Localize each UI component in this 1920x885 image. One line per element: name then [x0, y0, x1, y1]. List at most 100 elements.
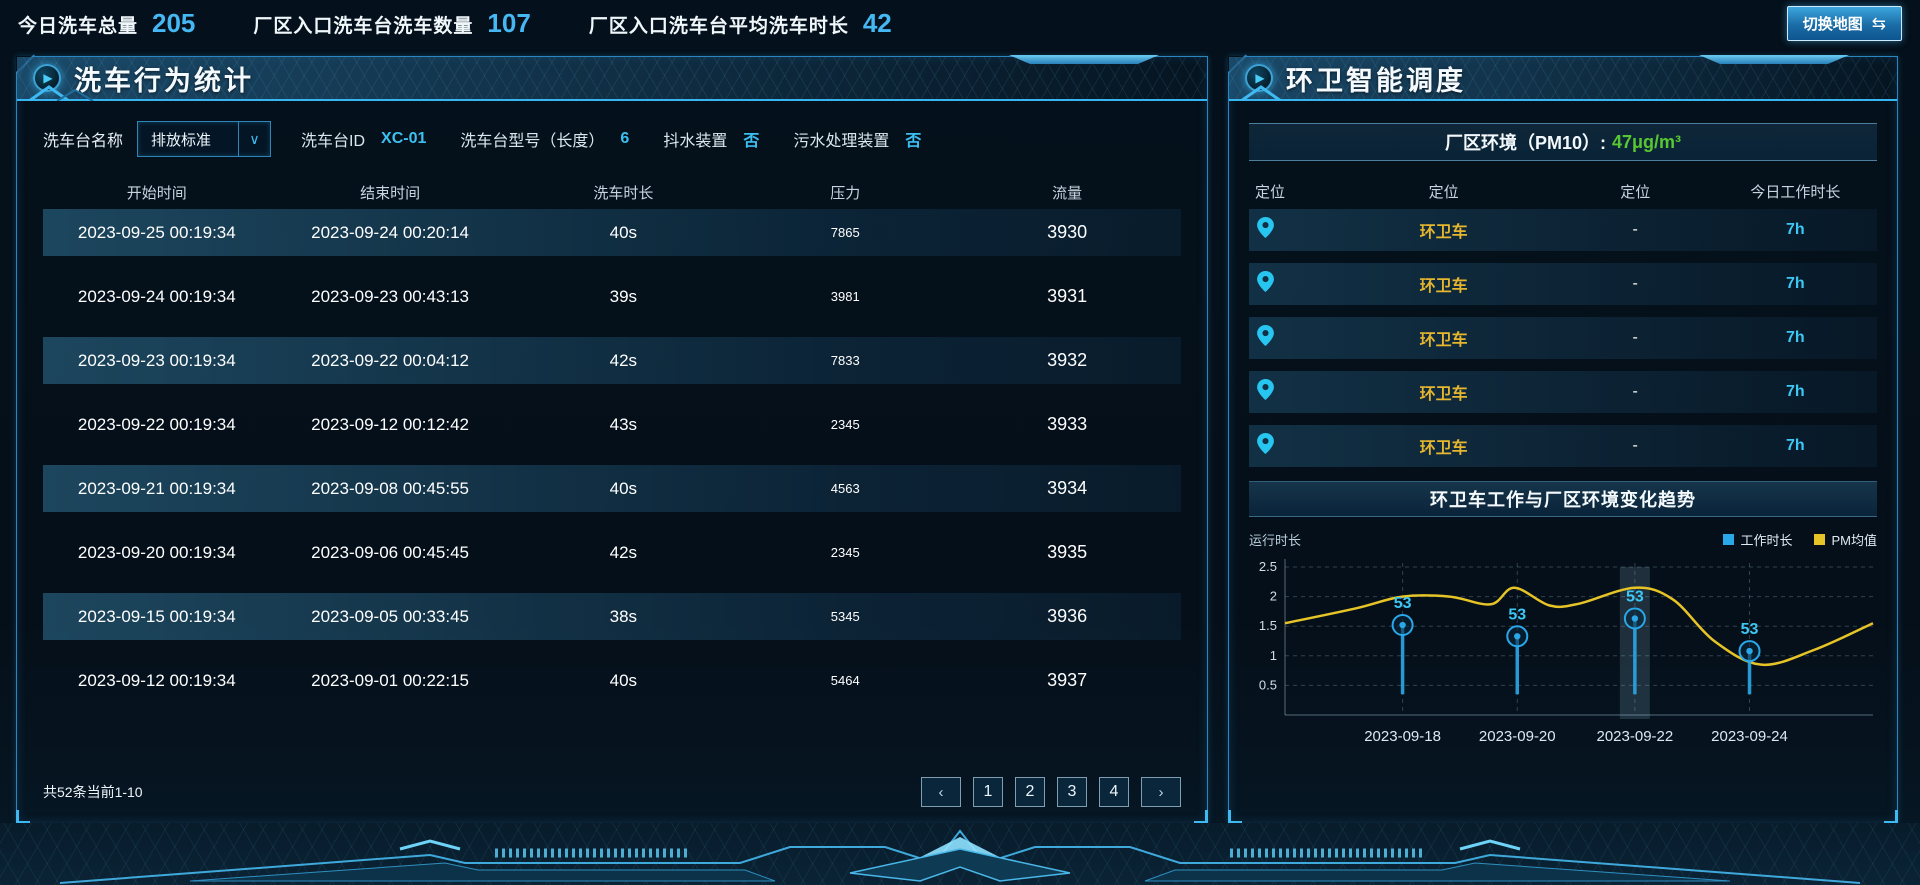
table-cell: 42s — [609, 542, 638, 562]
table-cell: 4563 — [830, 481, 860, 496]
header-notch-decoration — [1009, 55, 1159, 64]
vehicle-location-placeholder: - — [1632, 383, 1638, 400]
location-pin-icon[interactable] — [1249, 379, 1331, 405]
header-chevron-decoration — [28, 85, 94, 101]
vehicle-row: 环卫车 - 7h — [1249, 371, 1877, 413]
station-name-select[interactable]: 排放标准 ∨ — [137, 121, 272, 157]
table-cell: 2023-09-20 00:19:34 — [77, 542, 236, 562]
location-pin-icon[interactable] — [1249, 325, 1331, 351]
vehicle-location-placeholder: - — [1632, 275, 1638, 292]
filter-value: 否 — [905, 133, 922, 150]
table-body: 环卫车 - 7h 环卫车 - 7h 环卫车 - 7h 环卫车 - 7h 环卫车 - 7h — [1249, 209, 1877, 467]
table-row: 2023-09-25 00:19:34 2023-09-24 00:20:14 40… — [43, 209, 1181, 256]
page-number-button[interactable]: 1 — [973, 777, 1003, 807]
vehicle-location-placeholder: - — [1632, 221, 1638, 238]
stat-label: 今日洗车总量 — [18, 15, 139, 37]
page-number-button[interactable]: 2 — [1015, 777, 1045, 807]
svg-text:1: 1 — [1270, 648, 1277, 663]
work-hours: 7h — [1786, 383, 1805, 400]
location-pin-icon[interactable] — [1249, 433, 1331, 459]
table-cell: 2345 — [830, 417, 860, 432]
page-next-button[interactable]: › — [1141, 777, 1181, 807]
legend-swatch — [1814, 533, 1826, 545]
table-cell: 40s — [609, 478, 638, 498]
play-icon: ▶ — [33, 64, 61, 92]
table-header-row: 定位 定位 定位 今日工作时长 — [1249, 173, 1877, 209]
filter-bar: 洗车台名称 排放标准 ∨ 洗车台ID XC-01 洗车台型号（长度） 6 抖水装置否污水… — [17, 121, 1207, 157]
table-cell: 2023-09-24 00:19:34 — [77, 286, 236, 306]
switch-map-button[interactable]: 切换地图 ⇆ — [1786, 6, 1902, 41]
table-row: 2023-09-22 00:19:34 2023-09-12 00:12:42 43… — [43, 401, 1181, 448]
stat-label: 厂区入口洗车台洗车数量 — [253, 15, 474, 37]
filter-field: 洗车台ID XC-01 — [301, 127, 426, 151]
panel-title: 洗车行为统计 — [74, 65, 254, 96]
vehicle-row: 环卫车 - 7h — [1249, 209, 1877, 251]
swap-arrows-icon: ⇆ — [1871, 13, 1886, 33]
vehicle-name: 环卫车 — [1419, 332, 1468, 349]
svg-text:1.5: 1.5 — [1259, 618, 1277, 633]
table-row: 2023-09-12 00:19:34 2023-09-01 00:22:15 40… — [43, 657, 1181, 704]
vehicle-row: 环卫车 - 7h — [1249, 263, 1877, 305]
svg-text:2023-09-20: 2023-09-20 — [1479, 728, 1556, 745]
select-value: 排放标准 — [151, 131, 212, 149]
filter-field: 抖水装置否 — [663, 127, 759, 151]
chevron-down-icon: ∨ — [238, 122, 270, 156]
page-number-button[interactable]: 3 — [1057, 777, 1087, 807]
vehicle-name: 环卫车 — [1419, 224, 1468, 241]
legend-label: 工作时长 — [1740, 532, 1793, 548]
work-hours: 7h — [1786, 221, 1805, 238]
column-header: 今日工作时长 — [1750, 183, 1841, 201]
table-cell: 7833 — [830, 353, 860, 368]
table-cell: 3934 — [1047, 478, 1088, 498]
table-cell: 2023-09-05 00:33:45 — [311, 606, 469, 626]
header-notch-decoration — [1699, 55, 1849, 64]
page-number-button[interactable]: 4 — [1099, 777, 1129, 807]
header-stat: 厂区入口洗车台平均洗车时长 42 — [589, 8, 892, 39]
switch-map-label: 切换地图 — [1802, 16, 1863, 33]
column-header: 定位 — [1255, 183, 1286, 201]
legend-swatch — [1723, 533, 1735, 545]
table-cell: 2023-09-12 00:12:42 — [311, 414, 469, 434]
wash-table: 开始时间 结束时间 洗车时长 压力 流量 2023-09-25 00:19:34 2023… — [17, 175, 1207, 704]
vehicle-row: 环卫车 - 7h — [1249, 425, 1877, 467]
table-cell: 3932 — [1047, 350, 1088, 370]
page-prev-button[interactable]: ‹ — [921, 777, 961, 807]
work-hours: 7h — [1786, 329, 1805, 346]
station-name-label: 洗车台名称 — [43, 133, 124, 150]
vehicle-name: 环卫车 — [1419, 278, 1468, 295]
chart-legend: 工作时长 PM均值 — [1723, 530, 1877, 549]
table-cell: 2023-09-08 00:45:55 — [311, 478, 469, 498]
location-pin-icon[interactable] — [1249, 271, 1331, 297]
panel-header: ▶ 环卫智能调度 — [1229, 55, 1897, 101]
filter-field: 洗车台型号（长度） 6 — [460, 127, 629, 151]
svg-text:53: 53 — [1508, 606, 1526, 623]
wash-behavior-panel: ▶ 洗车行为统计 洗车台名称 排放标准 ∨ 洗车台ID XC-01 洗车台型号（长度… — [15, 54, 1208, 824]
table-cell: 2023-09-22 00:04:12 — [311, 350, 469, 370]
legend-item[interactable]: PM均值 — [1814, 530, 1877, 549]
filter-value: 6 — [620, 130, 630, 147]
panel-title: 环卫智能调度 — [1286, 65, 1466, 96]
chart-y-axis-label: 运行时长 — [1249, 532, 1302, 548]
filter-label: 抖水装置 — [663, 133, 728, 150]
svg-text:2023-09-18: 2023-09-18 — [1364, 728, 1441, 745]
trend-chart-canvas: 0.5 1 1.5 2 2.5 2023-09-18 2023-09-20 2023-09-2… — [1259, 559, 1874, 745]
table-row: 2023-09-21 00:19:34 2023-09-08 00:45:55 40… — [43, 465, 1181, 512]
legend-label: PM均值 — [1831, 532, 1877, 548]
table-cell: 3933 — [1047, 414, 1088, 434]
table-header-row: 开始时间 结束时间 洗车时长 压力 流量 — [43, 175, 1181, 209]
panel-header: ▶ 洗车行为统计 — [17, 55, 1207, 101]
header-stat: 厂区入口洗车台洗车数量 107 — [253, 8, 530, 39]
filter-fields: 洗车台ID XC-01 洗车台型号（长度） 6 抖水装置否污水处理装置否 — [301, 127, 921, 151]
table-cell: 5464 — [830, 673, 860, 688]
table-row: 2023-09-20 00:19:34 2023-09-06 00:45:45 42… — [43, 529, 1181, 576]
stat-value: 107 — [487, 7, 531, 38]
legend-item[interactable]: 工作时长 — [1723, 530, 1792, 549]
table-cell: 2023-09-25 00:19:34 — [77, 222, 236, 242]
location-pin-icon[interactable] — [1249, 217, 1331, 243]
vehicle-name: 环卫车 — [1419, 440, 1468, 457]
pm10-label: 厂区环境（PM10）: — [1444, 133, 1606, 153]
table-cell: 2023-09-01 00:22:15 — [311, 670, 469, 690]
table-cell: 3936 — [1047, 606, 1088, 626]
stat-label: 厂区入口洗车台平均洗车时长 — [588, 15, 849, 37]
table-cell: 2023-09-06 00:45:45 — [311, 542, 469, 562]
